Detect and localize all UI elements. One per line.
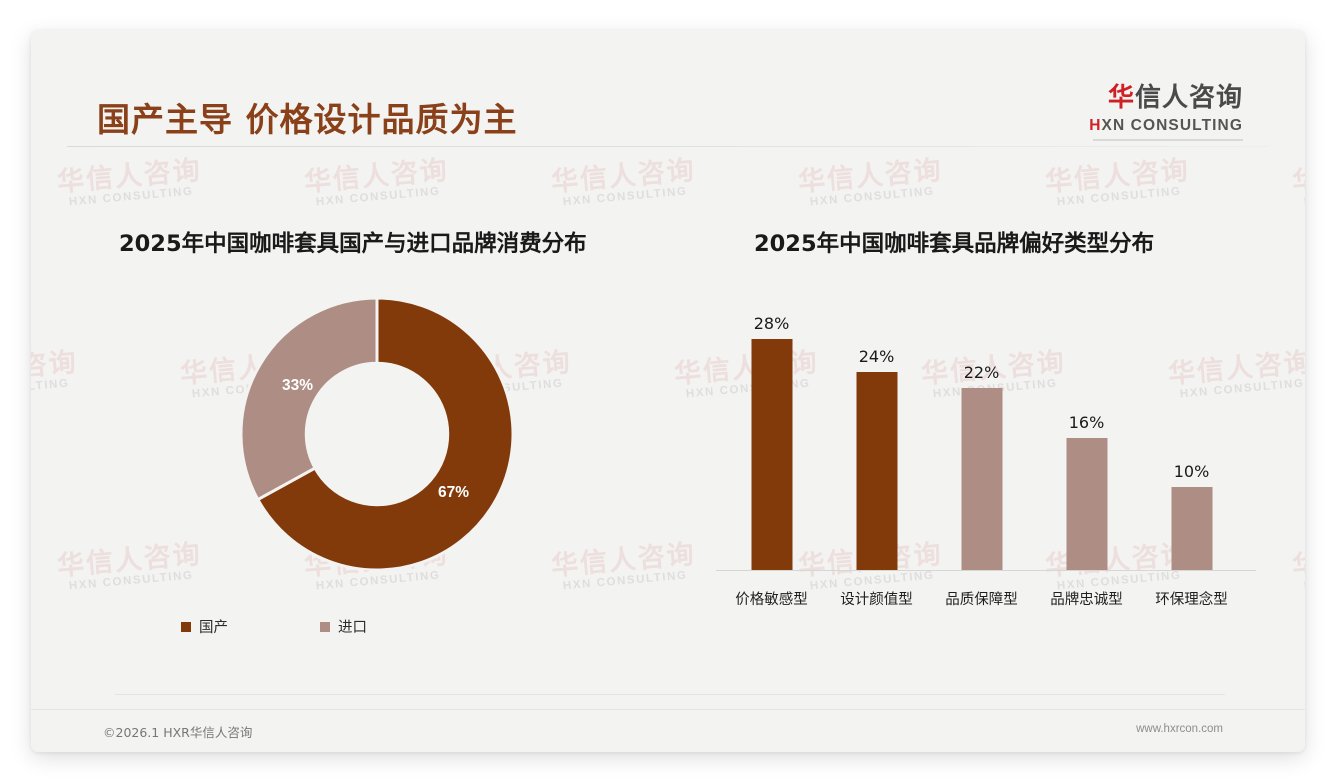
bar-chart: 28% 价格敏感型 24% 设计颜值型 22% 品质保障型 16% 品牌忠诚型 10% 环保理念型: [708, 276, 1268, 616]
legend-item-国产[interactable]: 国产: [181, 616, 228, 637]
logo-chinese-rest: 信人咨询: [1134, 83, 1243, 113]
logo-chinese-accent: 华: [1107, 83, 1135, 113]
legend-swatch-icon: [181, 621, 191, 632]
bar-rect[interactable]: [856, 371, 897, 570]
legend-label: 国产: [199, 620, 228, 636]
watermark-chinese: 华信人咨询: [796, 154, 944, 198]
donut-legend: 国产 进口: [181, 616, 581, 637]
watermark-english: HXN CONSULTING: [808, 185, 935, 209]
slide-footer: ©2026.1 HXR华信人咨询 www.hxrcon.com: [31, 709, 1305, 752]
bar-column[interactable]: 22% 品质保障型: [931, 363, 1032, 608]
bar-category-label: 品质保障型: [945, 592, 1018, 608]
bar-column[interactable]: 16% 品牌忠诚型: [1036, 413, 1137, 608]
watermark-chinese: 华信人咨询: [1043, 154, 1191, 198]
website-url[interactable]: www.hxrcon.com: [1136, 723, 1223, 735]
donut-value-label-import: 33%: [282, 377, 314, 394]
bar-value-label: 22%: [963, 363, 1000, 383]
watermark-english: HXN CONSULTING: [561, 185, 688, 209]
watermark-english: HXN CONSULTING: [67, 185, 194, 209]
donut-chart: 67% 33%: [241, 298, 513, 570]
legend-item-进口[interactable]: 进口: [320, 616, 367, 637]
header-divider: [67, 146, 1269, 147]
watermark-english: HXN CONSULTING: [1302, 186, 1305, 209]
bar-value-label: 16%: [1068, 412, 1105, 432]
donut-slice-国产[interactable]: [255, 298, 513, 570]
footnote-divider: [115, 694, 1225, 695]
bar-rect[interactable]: [961, 388, 1002, 570]
slide-header: [31, 30, 1305, 136]
watermark-chinese: 华信人咨询: [549, 154, 697, 198]
bar-category-label: 设计颜值型: [840, 592, 913, 608]
bar-rect[interactable]: [1066, 437, 1107, 570]
watermark-english: HXN CONSULTING: [314, 185, 441, 209]
watermark-chinese: 华信人咨询: [1290, 154, 1305, 198]
bar-value-label: 28%: [753, 313, 790, 333]
bar-baseline-axis: [716, 570, 1256, 571]
donut-value-label-domestic: 67%: [438, 484, 470, 501]
logo-english-accent: H: [1089, 117, 1102, 134]
bar-category-label: 环保理念型: [1155, 592, 1228, 608]
bar-rect[interactable]: [751, 338, 792, 570]
logo-english: HXN CONSULTING: [1089, 118, 1243, 134]
donut-chart-title: 2025年中国咖啡套具国产与进口品牌消费分布: [119, 231, 587, 257]
logo-english-rest: XN CONSULTING: [1101, 117, 1243, 134]
watermark-english: HXN CONSULTING: [1055, 185, 1182, 209]
bar-column[interactable]: 24% 设计颜值型: [826, 347, 927, 608]
legend-swatch-icon: [320, 621, 330, 632]
bar-category-label: 品牌忠诚型: [1050, 592, 1123, 608]
watermark-chinese: 华信人咨询: [55, 154, 203, 198]
slide-card: 华信人咨询 HXN CONSULTING 华信人咨询 HXN CONSULTING 华信…: [31, 30, 1305, 752]
bar-column[interactable]: 28% 价格敏感型: [721, 314, 822, 608]
donut-slice-进口[interactable]: [241, 298, 379, 502]
bar-value-label: 10%: [1173, 462, 1210, 482]
panel-bar-chart: 2025年中国咖啡套具品牌偏好类型分布 28% 价格敏感型 24% 设计颜值型 22% 品…: [696, 226, 1276, 656]
brand-logo: 华信人咨询 HXN CONSULTING: [1089, 85, 1243, 141]
bar-column[interactable]: 10% 环保理念型: [1141, 462, 1242, 608]
logo-chinese: 华信人咨询: [1089, 85, 1243, 111]
bar-value-label: 24%: [858, 346, 895, 366]
page-title: 国产主导 价格设计品质为主: [97, 100, 518, 139]
legend-label: 进口: [338, 620, 367, 636]
bar-category-label: 价格敏感型: [735, 592, 808, 608]
watermark-chinese: 华信人咨询: [302, 154, 450, 198]
copyright-text: ©2026.1 HXR华信人咨询: [103, 725, 253, 740]
bar-rect[interactable]: [1171, 487, 1212, 570]
bar-chart-title: 2025年中国咖啡套具品牌偏好类型分布: [754, 231, 1155, 257]
donut-svg: [241, 298, 513, 570]
panel-donut-chart: 2025年中国咖啡套具国产与进口品牌消费分布 67% 33% 国产 进口: [86, 226, 686, 656]
logo-underline: [1093, 138, 1243, 141]
